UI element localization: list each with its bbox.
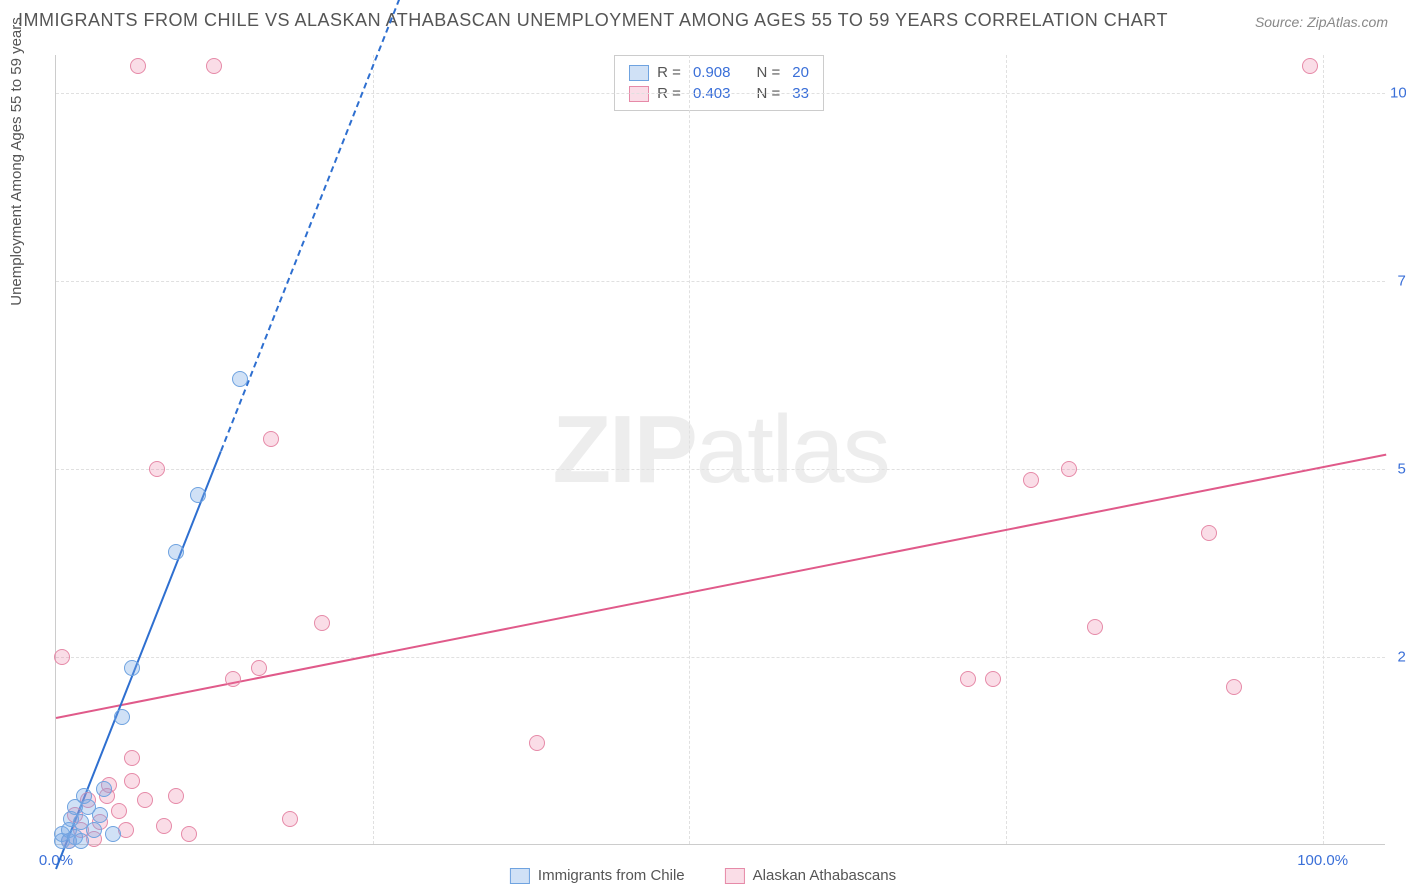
gridline-vertical — [1006, 55, 1007, 844]
point-series-a — [86, 822, 102, 838]
point-series-b — [985, 671, 1001, 687]
point-series-b — [1061, 461, 1077, 477]
point-series-b — [960, 671, 976, 687]
point-series-b — [1226, 679, 1242, 695]
point-series-b — [124, 773, 140, 789]
point-series-a — [114, 709, 130, 725]
legend-correlation: R =0.908N =20R =0.403N =33 — [614, 55, 824, 111]
point-series-b — [111, 803, 127, 819]
point-series-a — [92, 807, 108, 823]
point-series-a — [168, 544, 184, 560]
y-tick-label: 25.0% — [1390, 648, 1406, 665]
gridline-vertical — [1323, 55, 1324, 844]
point-series-b — [130, 58, 146, 74]
gridline-vertical — [373, 55, 374, 844]
point-series-b — [529, 735, 545, 751]
chart-source: Source: ZipAtlas.com — [1255, 14, 1388, 30]
point-series-b — [1201, 525, 1217, 541]
legend-item-label: Alaskan Athabascans — [753, 867, 896, 884]
gridline-horizontal — [56, 93, 1385, 94]
legend-row: R = 0.908 N = 20 — [629, 62, 809, 83]
point-series-b — [1302, 58, 1318, 74]
point-series-a — [190, 487, 206, 503]
point-series-b — [1023, 472, 1039, 488]
point-series-a — [105, 826, 121, 842]
legend-swatch — [725, 868, 745, 884]
legend-item: Alaskan Athabascans — [725, 867, 896, 884]
point-series-a — [232, 371, 248, 387]
y-axis-label: Unemployment Among Ages 55 to 59 years — [8, 17, 25, 306]
legend-item: Immigrants from Chile — [510, 867, 685, 884]
point-series-b — [314, 615, 330, 631]
legend-r-label: R = — [657, 64, 681, 81]
point-series-b — [282, 811, 298, 827]
legend-item-label: Immigrants from Chile — [538, 867, 685, 884]
point-series-b — [156, 818, 172, 834]
trend-line — [56, 454, 1386, 719]
point-series-b — [251, 660, 267, 676]
legend-r-value: 0.908 — [693, 64, 731, 81]
y-tick-label: 50.0% — [1390, 460, 1406, 477]
legend-swatch — [629, 65, 649, 81]
legend-n-label: N = — [756, 64, 780, 81]
point-series-b — [137, 792, 153, 808]
chart-title: IMMIGRANTS FROM CHILE VS ALASKAN ATHABAS… — [18, 10, 1168, 31]
point-series-b — [54, 649, 70, 665]
gridline-horizontal — [56, 469, 1385, 470]
point-series-b — [263, 431, 279, 447]
point-series-b — [206, 58, 222, 74]
y-tick-label: 100.0% — [1390, 84, 1406, 101]
legend-series: Immigrants from Chile Alaskan Athabascans — [510, 867, 896, 884]
x-tick-label: 100.0% — [1297, 852, 1348, 869]
legend-n-value: 20 — [792, 64, 809, 81]
point-series-a — [124, 660, 140, 676]
point-series-b — [225, 671, 241, 687]
chart-container: IMMIGRANTS FROM CHILE VS ALASKAN ATHABAS… — [0, 0, 1406, 892]
legend-swatch — [510, 868, 530, 884]
point-series-b — [1087, 619, 1103, 635]
point-series-b — [149, 461, 165, 477]
point-series-b — [124, 750, 140, 766]
watermark: ZIPatlas — [552, 395, 888, 505]
plot-area: ZIPatlas R =0.908N =20R =0.403N =33 25.0… — [55, 55, 1385, 845]
y-tick-label: 75.0% — [1390, 272, 1406, 289]
gridline-vertical — [689, 55, 690, 844]
gridline-horizontal — [56, 281, 1385, 282]
point-series-b — [168, 788, 184, 804]
point-series-b — [181, 826, 197, 842]
point-series-a — [96, 781, 112, 797]
point-series-a — [76, 788, 92, 804]
point-series-a — [73, 833, 89, 849]
gridline-horizontal — [56, 657, 1385, 658]
